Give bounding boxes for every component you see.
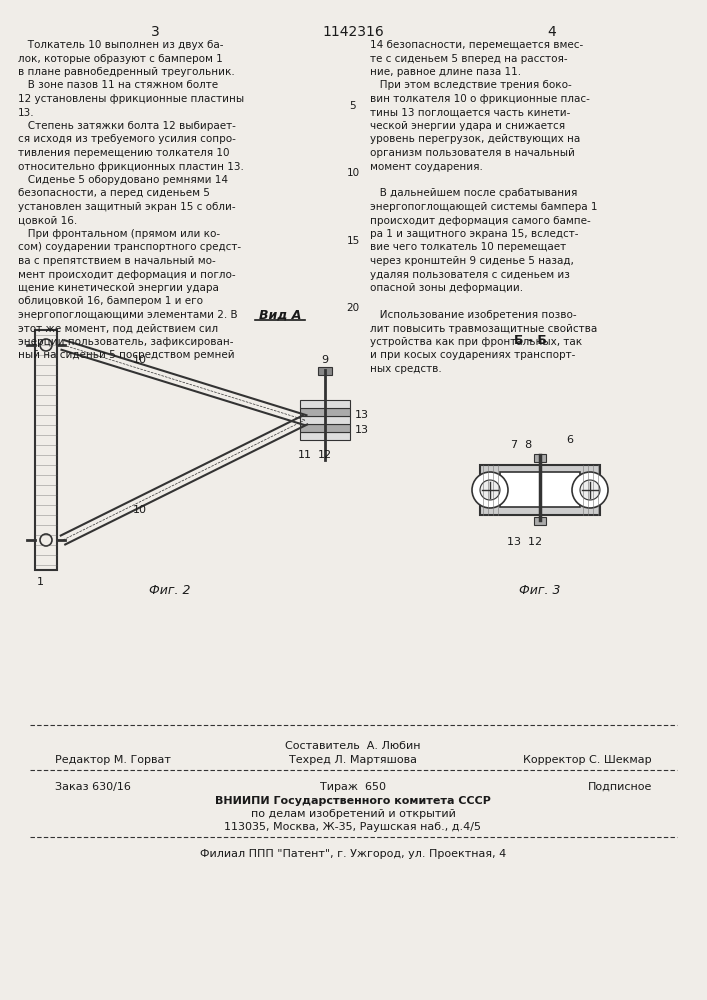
Text: Степень затяжки болта 12 выбирает-: Степень затяжки болта 12 выбирает-	[18, 121, 236, 131]
Text: 10: 10	[346, 168, 360, 178]
Polygon shape	[300, 408, 350, 416]
Text: Толкатель 10 выполнен из двух ба-: Толкатель 10 выполнен из двух ба-	[18, 40, 223, 50]
Text: уровень перегрузок, действующих на: уровень перегрузок, действующих на	[370, 134, 580, 144]
Text: 13  12: 13 12	[508, 537, 542, 547]
Text: 113035, Москва, Ж-35, Раушская наб., д.4/5: 113035, Москва, Ж-35, Раушская наб., д.4…	[225, 822, 481, 832]
Text: В зоне пазов 11 на стяжном болте: В зоне пазов 11 на стяжном болте	[18, 81, 218, 91]
Text: лит повысить травмозащитные свойства: лит повысить травмозащитные свойства	[370, 324, 597, 334]
Text: вие чего толкатель 10 перемещает: вие чего толкатель 10 перемещает	[370, 242, 566, 252]
Text: Сиденье 5 оборудовано ремнями 14: Сиденье 5 оборудовано ремнями 14	[18, 175, 228, 185]
Text: безопасности, а перед сиденьем 5: безопасности, а перед сиденьем 5	[18, 188, 210, 198]
Text: 1142316: 1142316	[322, 25, 385, 39]
Text: этот же момент, под действием сил: этот же момент, под действием сил	[18, 324, 218, 334]
Circle shape	[572, 472, 608, 508]
Text: При этом вследствие трения боко-: При этом вследствие трения боко-	[370, 81, 572, 91]
Text: через кронштейн 9 сиденье 5 назад,: через кронштейн 9 сиденье 5 назад,	[370, 256, 574, 266]
Text: момент соударения.: момент соударения.	[370, 161, 483, 172]
Text: относительно фрикционных пластин 13.: относительно фрикционных пластин 13.	[18, 161, 244, 172]
Text: устройства как при фронтальных, так: устройства как при фронтальных, так	[370, 337, 582, 347]
Text: происходит деформация самого бампе-: происходит деформация самого бампе-	[370, 216, 591, 226]
Text: ся исходя из требуемого усилия сопро-: ся исходя из требуемого усилия сопро-	[18, 134, 236, 144]
Text: мент происходит деформация и погло-: мент происходит деформация и погло-	[18, 269, 235, 279]
Text: Техред Л. Мартяшова: Техред Л. Мартяшова	[289, 755, 417, 765]
Text: Филиал ППП "Патент", г. Ужгород, ул. Проектная, 4: Филиал ППП "Патент", г. Ужгород, ул. Про…	[200, 849, 506, 859]
Text: Б - Б: Б - Б	[513, 334, 547, 347]
Text: ра 1 и защитного экрана 15, вследст-: ра 1 и защитного экрана 15, вследст-	[370, 229, 578, 239]
Circle shape	[580, 480, 600, 500]
Circle shape	[480, 480, 500, 500]
Text: 5: 5	[350, 101, 356, 111]
Text: Корректор С. Шекмар: Корректор С. Шекмар	[523, 755, 652, 765]
Text: 7  8: 7 8	[511, 440, 532, 450]
Polygon shape	[300, 432, 350, 440]
Text: в плане равнобедренный треугольник.: в плане равнобедренный треугольник.	[18, 67, 235, 77]
Text: Вид А: Вид А	[259, 308, 301, 322]
Text: 11: 11	[298, 450, 312, 460]
Bar	[500, 472, 580, 507]
Text: тивления перемещению толкателя 10: тивления перемещению толкателя 10	[18, 148, 230, 158]
Text: Использование изобретения позво-: Использование изобретения позво-	[370, 310, 577, 320]
Text: цовкой 16.: цовкой 16.	[18, 216, 77, 226]
Text: 13: 13	[355, 425, 369, 435]
Text: При фронтальном (прямом или ко-: При фронтальном (прямом или ко-	[18, 229, 220, 239]
Text: ческой энергии удара и снижается: ческой энергии удара и снижается	[370, 121, 565, 131]
Text: Заказ 630/16: Заказ 630/16	[55, 782, 131, 792]
Text: 1: 1	[37, 577, 44, 587]
Text: 14 безопасности, перемещается вмес-: 14 безопасности, перемещается вмес-	[370, 40, 583, 50]
Text: ных средств.: ных средств.	[370, 364, 442, 374]
Text: 15: 15	[346, 236, 360, 246]
Polygon shape	[300, 424, 350, 432]
Text: вин толкателя 10 о фрикционные плас-: вин толкателя 10 о фрикционные плас-	[370, 94, 590, 104]
Text: и при косых соударениях транспорт-: и при косых соударениях транспорт-	[370, 351, 575, 360]
Text: лок, которые образуют с бампером 1: лок, которые образуют с бампером 1	[18, 53, 223, 64]
Text: тины 13 поглощается часть кинети-: тины 13 поглощается часть кинети-	[370, 107, 571, 117]
Bar	[318, 367, 332, 375]
Text: 10: 10	[133, 505, 147, 515]
Text: Тираж  650: Тираж 650	[320, 782, 386, 792]
Text: энергопоглощающими элементами 2. В: энергопоглощающими элементами 2. В	[18, 310, 238, 320]
Bar	[534, 454, 546, 462]
Text: облицовкой 16, бампером 1 и его: облицовкой 16, бампером 1 и его	[18, 296, 203, 306]
Text: 4: 4	[547, 25, 556, 39]
Text: В дальнейшем после срабатывания: В дальнейшем после срабатывания	[370, 188, 578, 198]
Text: ный на сиденьи 5 посредством ремней: ный на сиденьи 5 посредством ремней	[18, 351, 235, 360]
Text: те с сиденьем 5 вперед на расстоя-: те с сиденьем 5 вперед на расстоя-	[370, 53, 568, 64]
Text: Фиг. 3: Фиг. 3	[519, 584, 561, 596]
Bar	[480, 465, 600, 515]
Circle shape	[472, 472, 508, 508]
Text: ВНИИПИ Государственного комитета СССР: ВНИИПИ Государственного комитета СССР	[215, 796, 491, 806]
Text: 10: 10	[133, 355, 147, 365]
Text: сом) соударении транспортного средст-: сом) соударении транспортного средст-	[18, 242, 241, 252]
Text: Подписное: Подписное	[588, 782, 652, 792]
Text: удаляя пользователя с сиденьем из: удаляя пользователя с сиденьем из	[370, 269, 570, 279]
Text: 3: 3	[151, 25, 160, 39]
Bar	[534, 517, 546, 525]
Text: энерции пользователь, зафиксирован-: энерции пользователь, зафиксирован-	[18, 337, 233, 347]
Text: ва с препятствием в начальный мо-: ва с препятствием в начальный мо-	[18, 256, 216, 266]
Text: Составитель  А. Любин: Составитель А. Любин	[285, 741, 421, 751]
Text: щение кинетической энергии удара: щение кинетической энергии удара	[18, 283, 219, 293]
Text: Фиг. 2: Фиг. 2	[149, 584, 191, 596]
Text: 13: 13	[355, 410, 369, 420]
Text: организм пользователя в начальный: организм пользователя в начальный	[370, 148, 575, 158]
Text: Редактор М. Горват: Редактор М. Горват	[55, 755, 171, 765]
Text: опасной зоны деформации.: опасной зоны деформации.	[370, 283, 523, 293]
Text: ние, равное длине паза 11.: ние, равное длине паза 11.	[370, 67, 521, 77]
Polygon shape	[300, 416, 350, 424]
Text: 6: 6	[566, 435, 573, 445]
Text: энергопоглощающей системы бампера 1: энергопоглощающей системы бампера 1	[370, 202, 597, 212]
Text: 13.: 13.	[18, 107, 35, 117]
Text: по делам изобретений и открытий: по делам изобретений и открытий	[250, 809, 455, 819]
Text: 12: 12	[318, 450, 332, 460]
Text: 12 установлены фрикционные пластины: 12 установлены фрикционные пластины	[18, 94, 244, 104]
Text: 9: 9	[322, 355, 329, 365]
Text: 20: 20	[346, 303, 360, 313]
Polygon shape	[300, 400, 350, 408]
Text: установлен защитный экран 15 с обли-: установлен защитный экран 15 с обли-	[18, 202, 235, 212]
